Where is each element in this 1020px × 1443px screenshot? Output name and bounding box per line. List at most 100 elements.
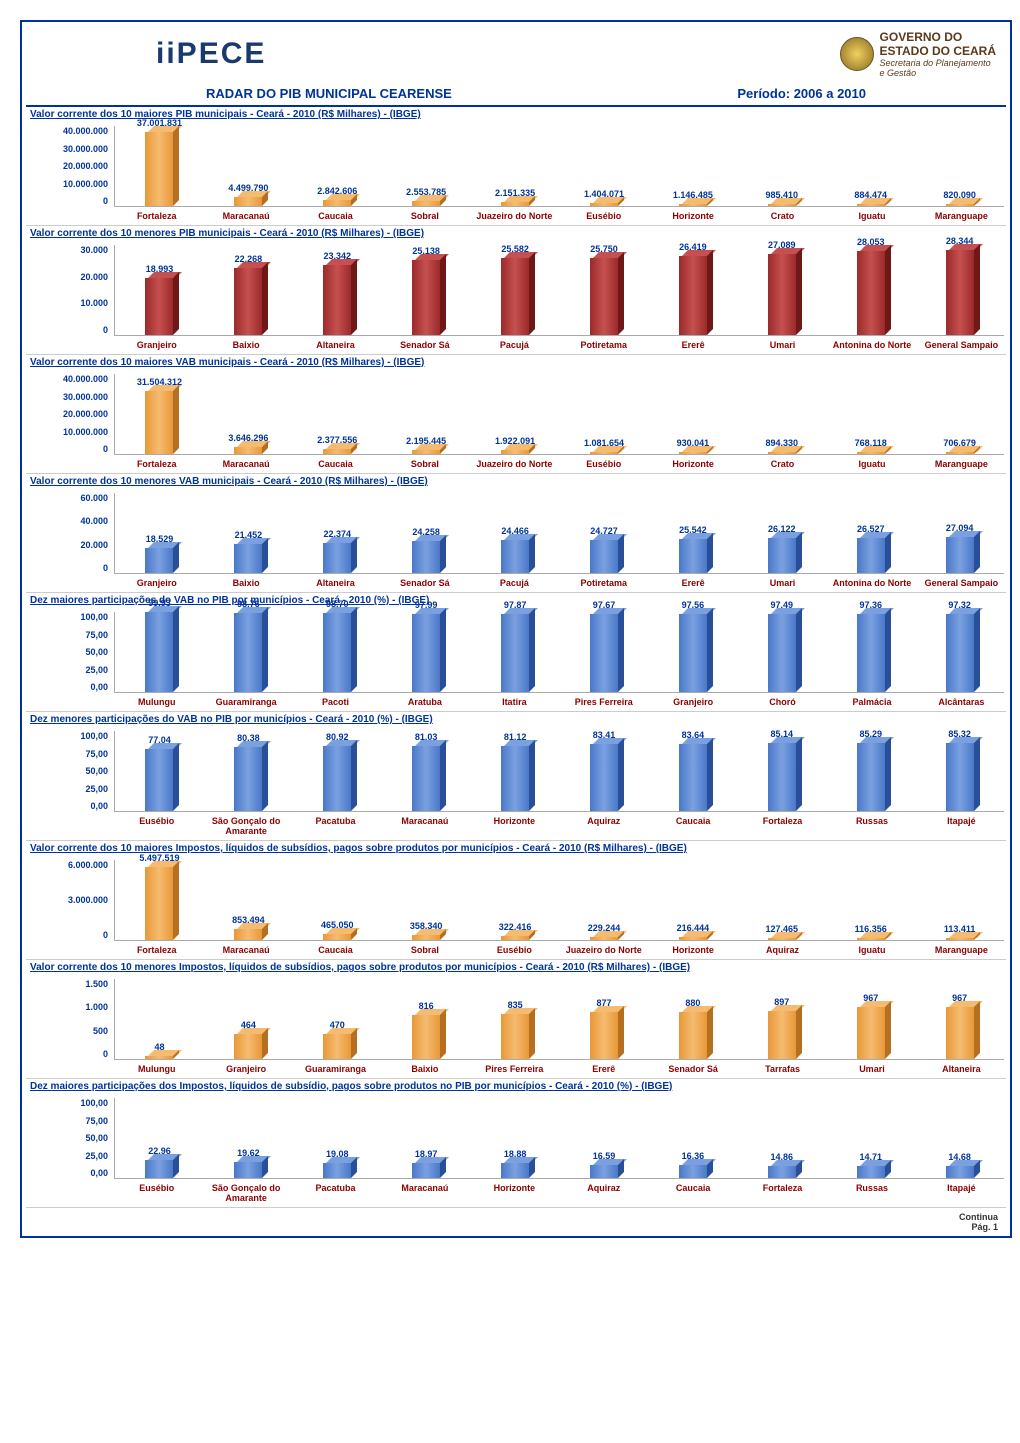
y-tick: 10.000.000 <box>63 427 108 437</box>
category-label: Iguatu <box>827 945 916 955</box>
bar <box>412 1015 440 1059</box>
chart: 1.5001.000500048464470816835877880897967… <box>26 975 1006 1062</box>
bar-column: 853.494 <box>204 929 293 940</box>
bar <box>501 450 529 454</box>
category-label: Aquiraz <box>559 1183 648 1203</box>
bar <box>145 867 173 940</box>
bar-column: 19,62 <box>204 1162 293 1178</box>
bar <box>679 1165 707 1178</box>
bar <box>323 934 351 940</box>
category-label: Maracanaú <box>201 211 290 221</box>
y-tick: 0 <box>103 930 108 940</box>
y-tick: 10.000.000 <box>63 179 108 189</box>
category-label: Aratuba <box>380 697 469 707</box>
category-row: FortalezaMaracanaúCaucaiaSobralJuazeiro … <box>26 211 1006 221</box>
bar-column: 77,04 <box>115 749 204 811</box>
category-label: Pacatuba <box>291 816 380 836</box>
y-tick: 25,00 <box>85 1151 108 1161</box>
bar <box>234 1162 262 1178</box>
chart-title: Dez maiores participações dos Impostos, … <box>26 1079 1006 1094</box>
bar <box>412 1163 440 1178</box>
chart: 60.00040.00020.000018.52921.45222.37424.… <box>26 489 1006 576</box>
category-label: Eusébio <box>559 211 648 221</box>
footer: Continua Pág. 1 <box>26 1208 1006 1232</box>
category-label: Altaneira <box>291 578 380 588</box>
category-label: Fortaleza <box>112 459 201 469</box>
category-label: São Gonçalo do Amarante <box>201 816 290 836</box>
bar-column: 2.151.335 <box>471 202 560 206</box>
bar-column: 81,12 <box>471 746 560 811</box>
plot-area: 31.504.3123.646.2962.377.5562.195.4451.9… <box>114 374 1004 455</box>
category-label: Antonina do Norte <box>827 340 916 350</box>
bar <box>501 202 529 206</box>
bar-column: 26.122 <box>737 538 826 573</box>
bar-column: 18.529 <box>115 548 204 573</box>
bar-column: 930.041 <box>648 452 737 454</box>
category-label: Iguatu <box>827 459 916 469</box>
chart-block: Dez menores participações do VAB no PIB … <box>26 712 1006 841</box>
bar-column: 28.053 <box>826 251 915 335</box>
category-label: Horizonte <box>648 459 737 469</box>
y-tick: 40.000.000 <box>63 126 108 136</box>
bar-column: 22.374 <box>293 543 382 573</box>
bar-column: 18,88 <box>471 1163 560 1178</box>
category-label: Horizonte <box>648 945 737 955</box>
category-label: Senador Sá <box>380 340 469 350</box>
bar-column: 83,64 <box>648 744 737 811</box>
category-label: Horizonte <box>470 816 559 836</box>
y-tick: 30.000 <box>80 245 108 255</box>
category-label: Pacoti <box>291 697 380 707</box>
category-label: Pacatuba <box>291 1183 380 1203</box>
bar-column: 18.993 <box>115 278 204 335</box>
y-tick: 0 <box>103 196 108 206</box>
y-tick: 100,00 <box>80 731 108 741</box>
category-label: Altaneira <box>917 1064 1006 1074</box>
bar <box>323 1034 351 1059</box>
bar <box>501 540 529 573</box>
category-label: Juazeiro do Norte <box>470 459 559 469</box>
category-label: Baixio <box>380 1064 469 1074</box>
plot-area: 77,0480,3880,9281,0381,1283,4183,6485,14… <box>114 731 1004 812</box>
bar-column: 768.118 <box>826 452 915 454</box>
gov-line4: e Gestão <box>880 68 996 78</box>
category-label: Guaramiranga <box>291 1064 380 1074</box>
bar <box>768 743 796 811</box>
bar <box>679 204 707 206</box>
bar <box>145 612 173 692</box>
category-label: Tarrafas <box>738 1064 827 1074</box>
bar-column: 470 <box>293 1034 382 1059</box>
category-label: Granjeiro <box>648 697 737 707</box>
bar <box>590 1012 618 1059</box>
bar <box>234 613 262 692</box>
category-label: Pires Ferreira <box>559 697 648 707</box>
bar-column: 97,56 <box>648 614 737 692</box>
bar <box>857 614 885 692</box>
category-label: Aquiraz <box>738 945 827 955</box>
y-tick: 30.000.000 <box>63 144 108 154</box>
y-tick: 0,00 <box>90 682 108 692</box>
bar <box>679 744 707 811</box>
category-label: Russas <box>827 816 916 836</box>
y-tick: 25,00 <box>85 784 108 794</box>
y-tick: 10.000 <box>80 298 108 308</box>
bar-column: 2.377.556 <box>293 449 382 454</box>
gov-line2: ESTADO DO CEARÁ <box>880 44 996 58</box>
category-label: Umari <box>738 340 827 350</box>
bar <box>323 449 351 454</box>
y-tick: 6.000.000 <box>68 860 108 870</box>
y-tick: 20.000 <box>80 540 108 550</box>
bar-column: 19,08 <box>293 1163 382 1178</box>
plot-area: 22,9619,6219,0818,9718,8816,5916,3614,86… <box>114 1098 1004 1179</box>
category-row: MulunguGuaramirangaPacotiAratubaItatiraP… <box>26 697 1006 707</box>
category-label: Pacujá <box>470 578 559 588</box>
bar-column: 81,03 <box>382 746 471 811</box>
bar-column: 894.330 <box>737 452 826 454</box>
y-tick: 0,00 <box>90 801 108 811</box>
bar <box>323 200 351 206</box>
y-tick: 20.000.000 <box>63 161 108 171</box>
category-row: EusébioSão Gonçalo do AmarantePacatubaMa… <box>26 1183 1006 1203</box>
bar <box>768 938 796 940</box>
bar <box>590 1165 618 1178</box>
bar <box>412 260 440 335</box>
category-label: Guaramiranga <box>201 697 290 707</box>
